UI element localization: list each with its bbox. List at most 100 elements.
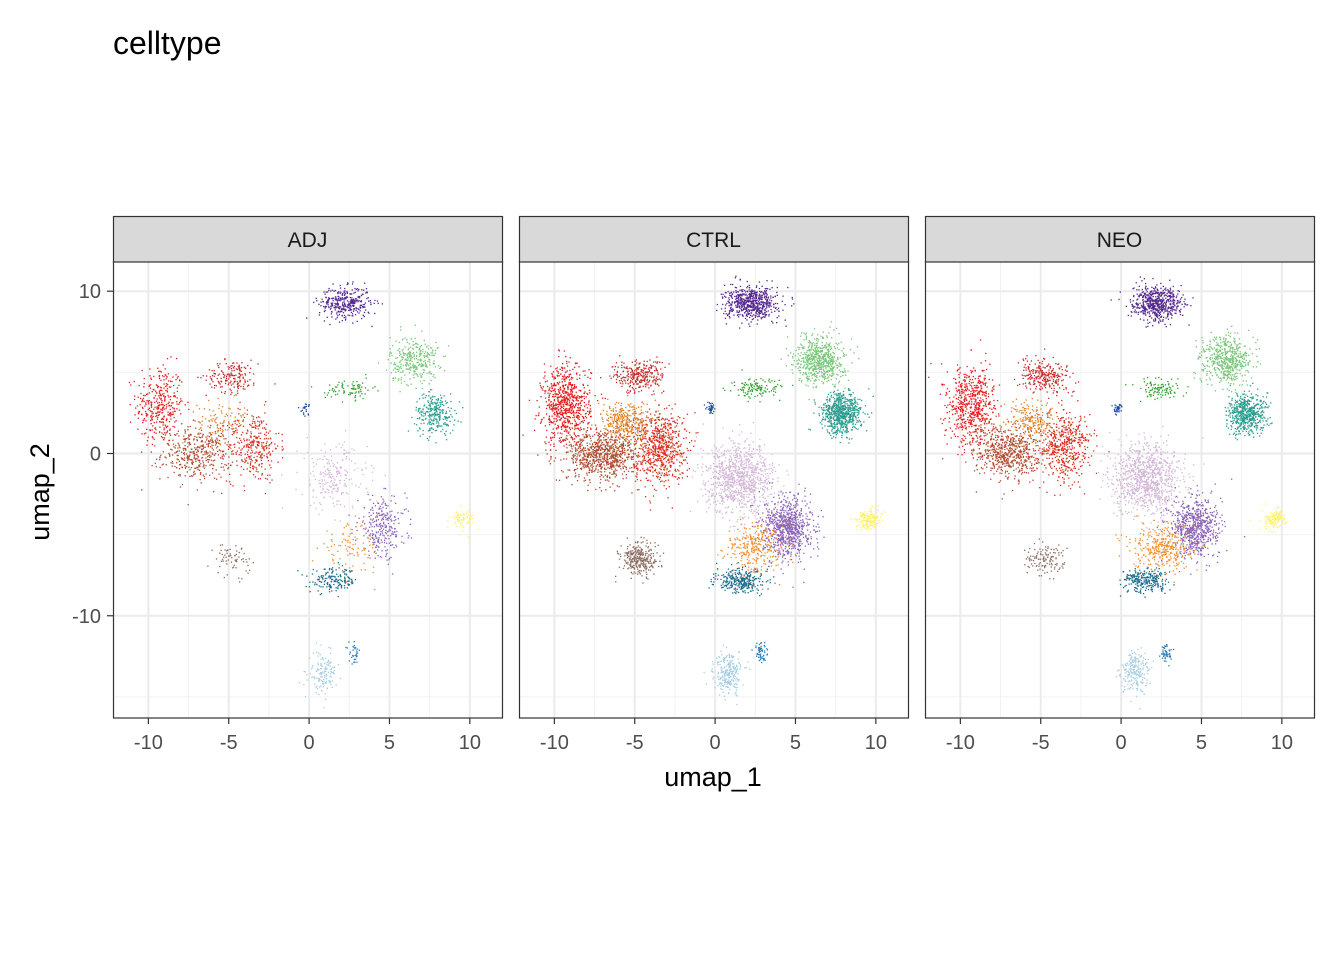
cell-point <box>566 396 568 398</box>
cell-point <box>256 417 258 419</box>
cell-point <box>377 549 379 551</box>
cell-point <box>389 515 391 518</box>
cell-point <box>572 399 574 402</box>
cell-point <box>606 458 608 460</box>
cell-point <box>259 423 261 425</box>
cell-point <box>233 444 235 446</box>
cell-point <box>184 438 186 441</box>
cell-point <box>323 568 325 570</box>
cell-point <box>185 449 187 451</box>
cell-point <box>350 299 352 301</box>
cell-point <box>387 513 389 515</box>
cell-point <box>355 298 357 300</box>
cell-point <box>189 459 191 461</box>
cell-point <box>449 410 451 412</box>
cell-point <box>553 418 555 420</box>
cell-point <box>436 419 438 421</box>
cell-point <box>390 541 392 543</box>
cell-point <box>144 405 146 407</box>
cell-point <box>173 408 175 410</box>
cell-point <box>434 408 436 410</box>
cell-point <box>240 454 242 456</box>
cell-point <box>242 377 244 379</box>
cell-point <box>412 348 415 350</box>
cell-point <box>447 425 450 427</box>
cell-point <box>211 453 214 455</box>
cell-point <box>356 650 358 652</box>
cell-point <box>309 484 311 487</box>
cell-point <box>221 450 223 452</box>
cell-point <box>315 670 318 673</box>
cell-point <box>435 403 437 405</box>
cell-point <box>329 308 332 310</box>
cell-point <box>552 371 555 373</box>
cell-point <box>358 649 360 651</box>
cell-point <box>385 504 387 507</box>
cell-point <box>345 646 347 649</box>
cell-point <box>156 407 158 409</box>
cell-point <box>466 517 468 519</box>
cell-point <box>585 459 588 462</box>
cell-point <box>571 393 573 395</box>
cell-point <box>141 399 144 401</box>
cell-point <box>613 460 615 463</box>
cell-point <box>603 458 605 460</box>
cell-point <box>328 661 330 663</box>
cell-point <box>247 385 249 387</box>
cell-point <box>385 555 387 558</box>
cell-point <box>605 448 607 450</box>
cell-point <box>325 482 327 484</box>
cell-point <box>245 570 247 572</box>
cell-point <box>558 355 560 358</box>
cell-point <box>548 441 550 443</box>
cell-point <box>218 404 220 406</box>
cell-point <box>227 468 229 470</box>
cell-point <box>265 434 267 437</box>
cell-point <box>406 339 408 341</box>
cell-point <box>246 429 249 431</box>
cell-point <box>579 406 581 409</box>
cell-point <box>607 456 609 458</box>
cell-point <box>561 413 564 415</box>
cell-point <box>597 461 599 463</box>
cell-point <box>337 298 340 300</box>
cell-point <box>564 387 566 390</box>
cell-point <box>217 441 219 444</box>
cell-point <box>619 453 621 456</box>
cell-point <box>424 412 426 414</box>
cell-point <box>326 678 328 680</box>
cell-point <box>413 364 416 367</box>
cell-point <box>344 303 346 305</box>
cell-point <box>357 296 359 299</box>
cell-point <box>158 395 160 397</box>
cell-point <box>252 468 255 470</box>
cell-point <box>157 402 159 404</box>
cell-point <box>146 440 149 442</box>
cell-point <box>219 544 222 546</box>
cell-point <box>323 580 326 583</box>
cell-point <box>335 490 337 492</box>
cell-point <box>333 544 335 546</box>
cell-point <box>323 670 326 672</box>
cell-point <box>316 685 318 687</box>
cell-point <box>386 559 388 561</box>
cell-point <box>569 396 571 398</box>
cell-point <box>161 375 164 377</box>
cell-point <box>549 393 551 395</box>
points-ctrl <box>522 275 886 706</box>
cell-point <box>229 548 231 550</box>
cell-point <box>166 385 168 387</box>
cell-point <box>580 389 582 392</box>
cell-point <box>365 309 367 311</box>
cell-point <box>137 428 139 430</box>
cell-point <box>635 455 638 457</box>
cell-point <box>621 443 623 445</box>
cell-point <box>633 452 635 454</box>
cell-point <box>359 310 361 312</box>
cell-point <box>615 461 617 463</box>
cell-point <box>546 413 548 415</box>
cell-point <box>349 308 351 310</box>
cell-point <box>356 381 358 383</box>
cell-point <box>160 404 163 406</box>
cell-point <box>196 458 198 460</box>
